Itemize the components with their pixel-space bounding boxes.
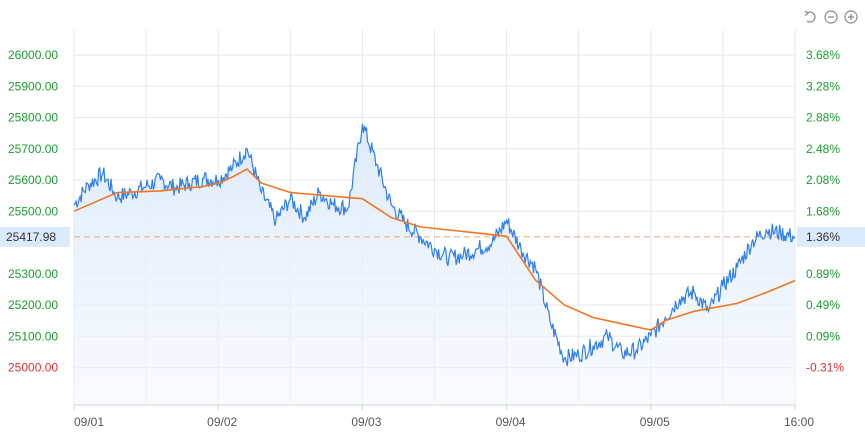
y-tick-label-right: 0.89% bbox=[806, 267, 840, 281]
current-change-badge bbox=[797, 226, 865, 247]
y-tick-label-left: 25500.00 bbox=[8, 204, 58, 218]
y-tick-label-right: 0.49% bbox=[806, 298, 840, 312]
average-line bbox=[73, 168, 796, 331]
chart-toolbar bbox=[803, 9, 859, 25]
y-tick-label-left: 25000.00 bbox=[8, 361, 58, 375]
y-tick-label-left: 25100.00 bbox=[8, 329, 58, 343]
x-tick-label: 09/01 bbox=[74, 415, 104, 429]
current-change-label: 1.36% bbox=[806, 230, 840, 244]
y-tick-label-right: 2.08% bbox=[806, 173, 840, 187]
price-area-fill bbox=[74, 123, 795, 406]
reset-icon[interactable] bbox=[803, 9, 819, 25]
current-badges: 25417.98 1.36% bbox=[0, 226, 865, 247]
y-tick-label-left: 26000.00 bbox=[8, 48, 58, 62]
x-tick-label: 09/05 bbox=[640, 415, 670, 429]
y-tick-label-right: 2.48% bbox=[806, 142, 840, 156]
series-lines bbox=[73, 123, 796, 367]
y-tick-label-right: 3.68% bbox=[806, 48, 840, 62]
x-tick-label: 09/03 bbox=[351, 415, 381, 429]
y-tick-label-left: 25600.00 bbox=[8, 173, 58, 187]
x-tick-label: 09/02 bbox=[207, 415, 237, 429]
zoom-in-icon[interactable] bbox=[843, 9, 859, 25]
current-price-label: 25417.98 bbox=[6, 230, 56, 244]
price-line bbox=[73, 123, 796, 367]
x-tick-label: 09/04 bbox=[496, 415, 526, 429]
y-tick-label-right: 2.88% bbox=[806, 111, 840, 125]
zoom-out-icon[interactable] bbox=[823, 9, 839, 25]
y-tick-label-left: 25200.00 bbox=[8, 298, 58, 312]
y-tick-label-right: 3.28% bbox=[806, 79, 840, 93]
x-tick-label: 16:00 bbox=[784, 415, 814, 429]
y-tick-label-right: 1.68% bbox=[806, 204, 840, 218]
y-tick-label-left: 25800.00 bbox=[8, 111, 58, 125]
y-tick-label-right: -0.31% bbox=[806, 361, 844, 375]
y-tick-label-left: 25900.00 bbox=[8, 79, 58, 93]
axes: 26000.00 25900.00 25800.00 25700.00 25600.00… bbox=[8, 48, 844, 429]
price-area bbox=[74, 123, 795, 406]
y-tick-label-right: 0.09% bbox=[806, 329, 840, 343]
y-tick-label-left: 25700.00 bbox=[8, 142, 58, 156]
current-price-badge bbox=[0, 226, 70, 247]
y-tick-label-left: 25300.00 bbox=[8, 267, 58, 281]
